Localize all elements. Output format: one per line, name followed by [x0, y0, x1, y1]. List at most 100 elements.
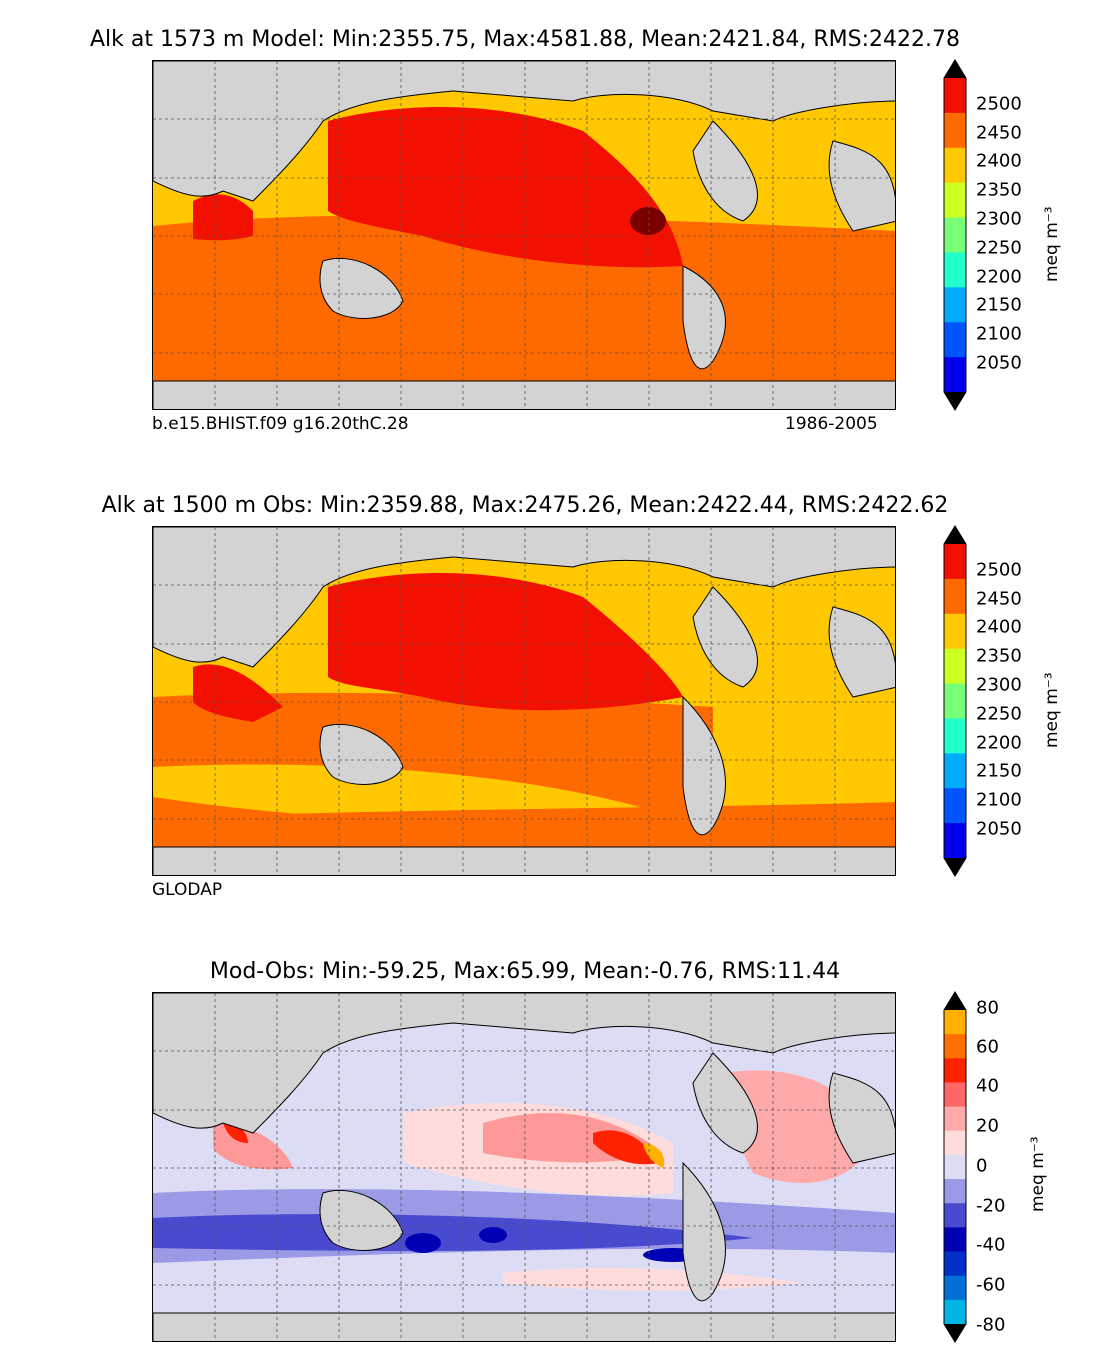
band-2350-south: [153, 764, 673, 823]
colorbar-segment: [944, 1299, 966, 1325]
cb3-unit: meq m⁻³: [1028, 1136, 1048, 1212]
colorbar-segment: [944, 1154, 966, 1180]
graticule: [153, 993, 895, 1341]
cb3-tick: 40: [976, 1075, 999, 1097]
panel-2-source: GLODAP: [152, 880, 223, 900]
cb1-tick: 2100: [976, 323, 1022, 345]
colorbar-segment: [944, 217, 966, 253]
cb1-tick: 2500: [976, 93, 1022, 115]
colorbar-segment: [944, 718, 966, 754]
cb2-tick: 2300: [976, 674, 1022, 696]
panel-1-run-name: b.e15.BHIST.f09 g16.20thC.28: [152, 414, 409, 434]
colorbar-segment: [944, 1227, 966, 1253]
colorbar-segment: [944, 1275, 966, 1301]
cb2-unit: meq m⁻³: [1042, 672, 1062, 748]
colorbar-segment: [944, 578, 966, 615]
band-2450-indian: [193, 664, 283, 722]
cb1-tick: 2150: [976, 294, 1022, 316]
colorbar-segment: [944, 648, 966, 685]
colorbar-segment: [944, 252, 966, 288]
cb2-tick: 2200: [976, 732, 1022, 754]
band-2450-pacific: [328, 107, 683, 268]
cb2-tick: 2150: [976, 760, 1022, 782]
colorbar-extend-max: [944, 60, 966, 78]
colorbar-segment: [944, 112, 966, 149]
colorbar-segment: [944, 1179, 966, 1204]
colorbar-frame: [943, 525, 967, 877]
cb2-tick: 2050: [976, 818, 1022, 840]
cb1-tick: 2250: [976, 237, 1022, 259]
colorbar-segment: [944, 1034, 966, 1059]
cb1-tick: 2050: [976, 352, 1022, 374]
panel-3-map: [152, 992, 896, 1342]
colorbar-segment: [944, 1058, 966, 1083]
panel-2-map: [152, 526, 896, 876]
cb1-tick: 2450: [976, 122, 1022, 144]
cb3-tick: 0: [976, 1155, 988, 1177]
cb2-tick: 2250: [976, 703, 1022, 725]
diff-pos-south: [503, 1267, 803, 1291]
cb1-tick: 2400: [976, 150, 1022, 172]
colorbar-segment: [944, 1106, 966, 1132]
colorbar-extend-max: [944, 992, 966, 1010]
colorbar-segment: [944, 357, 966, 393]
panel-1-title: Alk at 1573 m Model: Min:2355.75, Max:45…: [89, 27, 961, 52]
cb2-tick: 2100: [976, 789, 1022, 811]
cb1-tick: 2200: [976, 266, 1022, 288]
peru-max: [630, 207, 666, 235]
panel-3-title: Mod-Obs: Min:-59.25, Max:65.99, Mean:-0.…: [209, 959, 841, 984]
colorbar-segment: [944, 683, 966, 719]
colorbar-segment: [944, 1203, 966, 1228]
cb3-tick: 60: [976, 1036, 999, 1058]
cb3-tick: 80: [976, 997, 999, 1019]
cb2-tick: 2450: [976, 588, 1022, 610]
cb2-tick: 2500: [976, 559, 1022, 581]
land: [153, 527, 895, 875]
colorbar-segment: [944, 78, 966, 114]
graticule: [153, 61, 895, 409]
colorbar-segment: [944, 823, 966, 859]
panel-1-period: 1986-2005: [785, 414, 878, 434]
colorbar-segment: [944, 1082, 966, 1108]
colorbar-extend-max: [944, 526, 966, 544]
panel-3-colorbar: [943, 991, 967, 1343]
colorbar-extend-min: [944, 1324, 966, 1342]
colorbar-segment: [944, 1251, 966, 1277]
cb1-unit: meq m⁻³: [1042, 206, 1062, 282]
diff-neg-south-2: [153, 1214, 753, 1251]
graticule: [153, 527, 895, 875]
colorbar-segment: [944, 544, 966, 580]
band-2450-pacific: [328, 573, 683, 711]
panel-2-colorbar: [943, 525, 967, 877]
cb1-tick: 2350: [976, 179, 1022, 201]
diff-neg-min-2: [479, 1227, 507, 1243]
diff-60-peru: [643, 1143, 665, 1168]
cb1-tick: 2300: [976, 208, 1022, 230]
cb3-tick: -40: [976, 1234, 1006, 1256]
diff-neg-min-1: [405, 1233, 441, 1253]
colorbar-segment: [944, 1130, 966, 1156]
panel-2-title: Alk at 1500 m Obs: Min:2359.88, Max:2475…: [101, 493, 949, 518]
colorbar-segment: [944, 322, 966, 358]
colorbar-segment: [944, 1010, 966, 1035]
colorbar-segment: [944, 613, 966, 650]
cb3-tick: -20: [976, 1195, 1006, 1217]
colorbar-extend-min: [944, 858, 966, 876]
colorbar-extend-min: [944, 392, 966, 410]
band-2450-indian: [193, 194, 253, 241]
diff-40-indian: [223, 1122, 248, 1143]
diff-40-peru: [593, 1130, 658, 1165]
colorbar-segment: [944, 753, 966, 789]
colorbar-segment: [944, 147, 966, 184]
panel-1-colorbar: [943, 59, 967, 411]
colorbar-segment: [944, 287, 966, 323]
cb3-tick: -80: [976, 1314, 1006, 1336]
cb3-tick: -60: [976, 1274, 1006, 1296]
colorbar-frame: [943, 991, 967, 1343]
cb2-tick: 2350: [976, 645, 1022, 667]
panel-1-map: [152, 60, 896, 410]
colorbar-segment: [944, 182, 966, 219]
colorbar-frame: [943, 59, 967, 411]
cb2-tick: 2400: [976, 616, 1022, 638]
cb3-tick: 20: [976, 1115, 999, 1137]
